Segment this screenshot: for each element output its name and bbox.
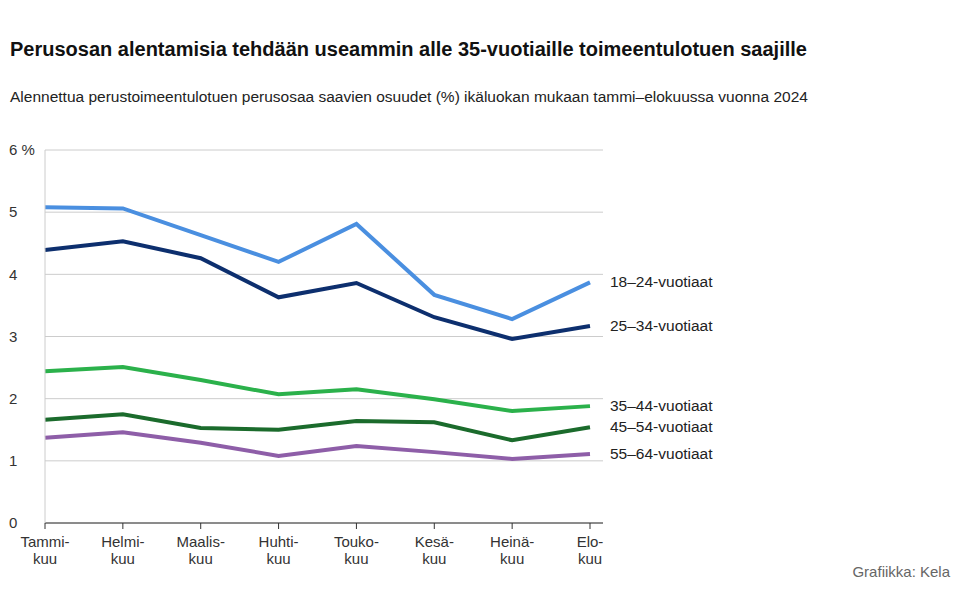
svg-text:4: 4 <box>9 266 17 283</box>
svg-text:25–34-vuotiaat: 25–34-vuotiaat <box>610 317 713 334</box>
svg-text:3: 3 <box>9 328 17 345</box>
svg-text:Huhti-kuu: Huhti-kuu <box>259 533 299 567</box>
svg-text:18–24-vuotiaat: 18–24-vuotiaat <box>610 273 713 290</box>
svg-text:45–54-vuotiaat: 45–54-vuotiaat <box>610 418 713 435</box>
html-text:Grafiikka: Kela: Grafiikka: Kela <box>852 563 950 580</box>
svg-text:Maalis-kuu: Maalis-kuu <box>177 533 225 567</box>
svg-text:55–64-vuotiaat: 55–64-vuotiaat <box>610 445 713 462</box>
svg-text:Heinä-kuu: Heinä-kuu <box>490 533 534 567</box>
html-text:Alennettua perustoimeentulotue: Alennettua perustoimeentulotuen perusosa… <box>10 88 808 105</box>
svg-text:6 %: 6 % <box>9 141 35 158</box>
svg-text:2: 2 <box>9 390 17 407</box>
svg-text:Elo-kuu: Elo-kuu <box>577 533 604 567</box>
svg-text:Helmi-kuu: Helmi-kuu <box>101 533 144 567</box>
svg-text:Kesä-kuu: Kesä-kuu <box>415 533 454 567</box>
svg-text:35–44-vuotiaat: 35–44-vuotiaat <box>610 397 713 414</box>
html-text:Perusosan alentamisia tehdään: Perusosan alentamisia tehdään useammin a… <box>10 38 807 60</box>
svg-text:5: 5 <box>9 203 17 220</box>
svg-text:1: 1 <box>9 452 17 469</box>
svg-text:Touko-kuu: Touko-kuu <box>334 533 379 567</box>
svg-text:0: 0 <box>9 514 17 531</box>
svg-text:Tammi-kuu: Tammi-kuu <box>20 533 69 567</box>
